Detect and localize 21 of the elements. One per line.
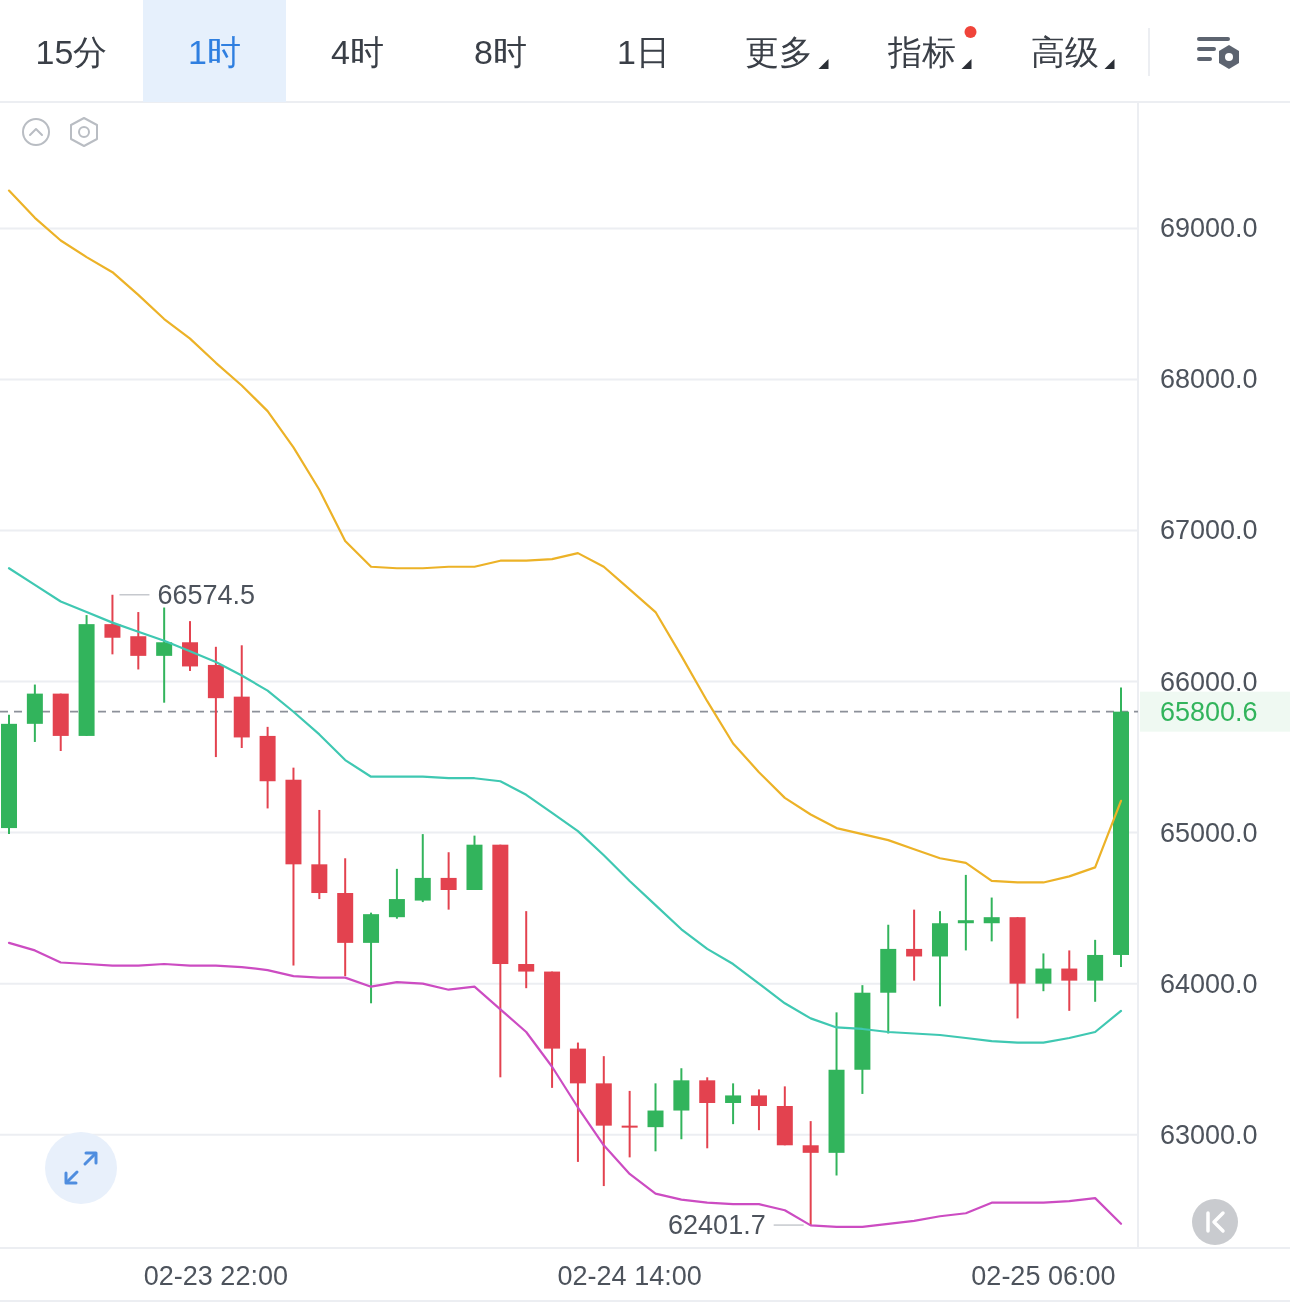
high-price-label: 66574.5 xyxy=(157,579,256,610)
tab-label: 指标 xyxy=(887,33,956,71)
x-tick-label: 02-25 06:00 xyxy=(971,1261,1116,1291)
ref-label: 65800.6 xyxy=(1160,696,1258,727)
tab-label: 高级 xyxy=(1030,33,1099,71)
y-tick-label: 66000.0 xyxy=(1160,666,1258,697)
y-tick-label: 69000.0 xyxy=(1160,213,1258,244)
tab-label: 4时 xyxy=(331,33,384,71)
x-tick-label: 02-23 22:00 xyxy=(143,1261,288,1291)
tab-label: 8时 xyxy=(474,33,527,71)
x-tick-label: 02-24 14:00 xyxy=(557,1261,702,1291)
y-tick-label: 68000.0 xyxy=(1160,364,1258,395)
y-tick-label: 65000.0 xyxy=(1160,817,1258,848)
tab-label: 更多 xyxy=(744,33,813,71)
tab-label: 1日 xyxy=(617,33,670,71)
low-price-label: 62401.7 xyxy=(668,1210,766,1241)
tab-label: 1时 xyxy=(188,33,241,71)
y-tick-label: 64000.0 xyxy=(1160,968,1258,999)
y-tick-label: 63000.0 xyxy=(1160,1119,1258,1150)
y-tick-label: 67000.0 xyxy=(1160,515,1258,546)
tab-label: 15分 xyxy=(35,33,108,71)
